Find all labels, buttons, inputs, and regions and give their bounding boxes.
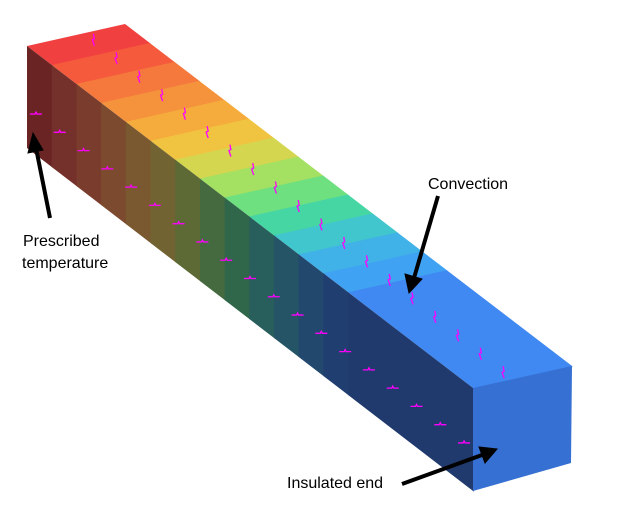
prescribed-arrowhead: [27, 131, 44, 154]
convection-marker-icon: [91, 33, 96, 46]
arrows: [27, 131, 498, 486]
convection-marker-icon: [410, 402, 423, 408]
top-band: [199, 156, 324, 199]
side-band: [249, 216, 275, 339]
top-band: [249, 194, 374, 237]
insulated-arrowhead: [478, 446, 498, 464]
convection-marker-icon: [53, 128, 66, 133]
convection-marker-icon: [315, 329, 328, 334]
top-band: [101, 80, 225, 123]
convection-marker-icon: [339, 348, 352, 353]
convection-arrow: [412, 195, 440, 279]
convection-markers: [29, 33, 505, 444]
convection-marker-icon: [501, 366, 505, 379]
convection-marker-icon: [273, 181, 278, 194]
top-band: [76, 61, 201, 104]
side-face: [27, 46, 474, 492]
convection-marker-icon: [220, 256, 233, 261]
convection-marker-icon: [196, 238, 209, 243]
side-band: [125, 121, 152, 244]
side-band: [224, 197, 251, 320]
convection-marker-icon: [432, 310, 437, 324]
side-band: [298, 254, 325, 377]
convection-label: Convection: [428, 176, 509, 193]
convection-marker-icon: [77, 147, 90, 152]
top-band: [323, 251, 448, 293]
top-band: [150, 118, 275, 161]
convection-marker-icon: [267, 293, 280, 298]
convection-marker-icon: [319, 218, 323, 231]
side-band: [51, 64, 78, 187]
convection-marker-icon: [137, 70, 141, 83]
convection-marker-icon: [182, 107, 187, 120]
convection-marker-icon: [362, 366, 375, 371]
side-band: [76, 83, 102, 206]
top-band: [27, 24, 151, 66]
top-band: [274, 213, 399, 256]
convection-marker-icon: [386, 384, 399, 389]
side-band: [101, 102, 127, 225]
convection-marker-icon: [410, 292, 414, 305]
convection-marker-icon: [364, 255, 369, 268]
convection-marker-icon: [291, 311, 304, 316]
convection-marker-icon: [205, 125, 209, 139]
convection-marker-icon: [455, 329, 460, 342]
side-band: [150, 140, 177, 263]
convection-marker-icon: [458, 439, 471, 444]
side-band: [323, 273, 350, 396]
convection-marker-icon: [29, 110, 42, 115]
convection-marker-icon: [250, 162, 255, 176]
insulated-end-label: Insulated end: [287, 475, 384, 492]
convection-marker-icon: [159, 89, 164, 102]
side-band: [274, 235, 300, 358]
end-face: [473, 366, 572, 491]
top-band: [175, 137, 300, 180]
convection-marker-icon: [172, 220, 185, 225]
convection-marker-icon: [244, 275, 256, 280]
convection-marker-icon: [125, 183, 138, 188]
convection-marker-icon: [478, 347, 483, 361]
side-band: [199, 178, 226, 301]
convection-marker-icon: [341, 236, 346, 250]
top-band: [224, 175, 349, 218]
convection-marker-icon: [148, 201, 161, 207]
convection-marker-icon: [114, 52, 118, 65]
prescribed-arrow: [34, 147, 52, 219]
insulated-arrow: [401, 453, 483, 486]
convection-marker-icon: [434, 421, 447, 426]
side-band: [348, 292, 474, 492]
top-band: [51, 42, 176, 85]
top-band: [348, 270, 573, 389]
convection-arrowhead: [404, 273, 423, 295]
convection-marker-icon: [296, 199, 300, 213]
convection-marker-icon: [101, 165, 114, 170]
convection-marker-icon: [387, 273, 391, 287]
prescribed-temperature-label: Prescribed temperature: [22, 233, 109, 272]
convection-marker-icon: [228, 144, 232, 157]
top-face: [27, 24, 573, 389]
top-band: [125, 99, 250, 142]
top-band: [298, 232, 423, 274]
side-band: [175, 159, 201, 282]
